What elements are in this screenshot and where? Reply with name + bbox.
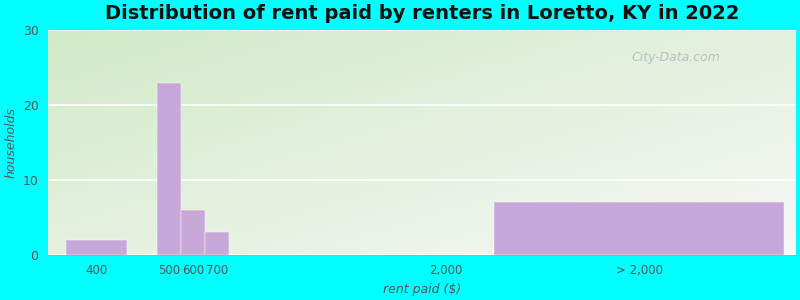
Y-axis label: households: households <box>4 107 17 178</box>
Bar <box>494 202 784 255</box>
Bar <box>66 240 126 255</box>
Bar <box>181 210 205 255</box>
X-axis label: rent paid ($): rent paid ($) <box>383 283 462 296</box>
Title: Distribution of rent paid by renters in Loretto, KY in 2022: Distribution of rent paid by renters in … <box>105 4 739 23</box>
Bar <box>205 232 229 255</box>
Bar <box>157 82 181 255</box>
Text: City-Data.com: City-Data.com <box>631 51 720 64</box>
